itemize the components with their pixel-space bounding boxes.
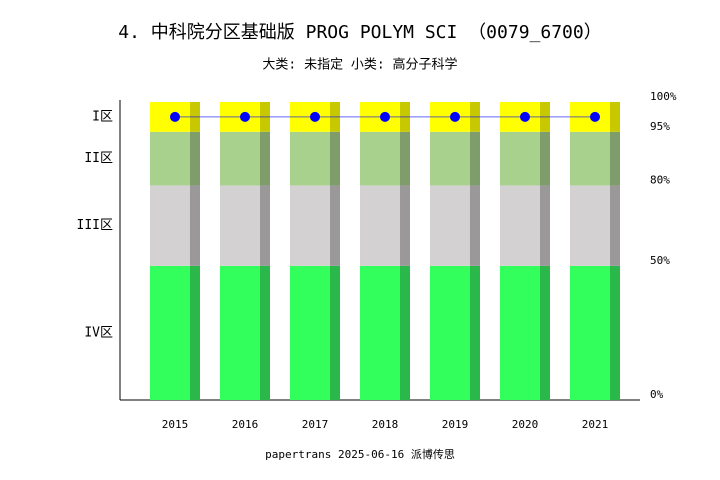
x-tick-label: 2020 (512, 418, 539, 431)
series-dot (170, 111, 180, 122)
zone-segment (430, 185, 470, 266)
zone-segment (290, 131, 330, 186)
zone-segment (150, 131, 190, 186)
zone-segment (150, 185, 190, 266)
zone-segment-shade (470, 185, 480, 266)
y-tick-label: 50% (650, 254, 670, 267)
series-dot (520, 111, 530, 122)
zone-segment (360, 131, 400, 186)
series-dot (590, 111, 600, 122)
x-tick-label: 2021 (582, 418, 609, 431)
zone-segment (570, 131, 610, 186)
zone-segment (430, 131, 470, 186)
y-tick-label: 80% (650, 173, 670, 186)
zone-segment (220, 131, 260, 186)
x-tick-label: 2019 (442, 418, 469, 431)
zone-segment-shade (400, 185, 410, 266)
zone-segment-shade (610, 265, 620, 400)
zone-segment-shade (260, 265, 270, 400)
series-dot (380, 111, 390, 122)
y-tick-label: 0% (650, 388, 664, 401)
zone-segment-shade (190, 185, 200, 266)
zone-segment-shade (190, 131, 200, 186)
zone-segment (150, 265, 190, 400)
zone-segment-shade (330, 265, 340, 400)
zone-label: II区 (84, 151, 113, 166)
x-tick-label: 2015 (162, 418, 189, 431)
x-tick-label: 2016 (232, 418, 259, 431)
zone-label: I区 (92, 109, 113, 124)
zone-segment-shade (330, 131, 340, 186)
zone-segment-shade (540, 265, 550, 400)
zone-segment (500, 265, 540, 400)
zone-segment (360, 265, 400, 400)
zone-segment (290, 265, 330, 400)
zone-segment-shade (190, 265, 200, 400)
zone-segment (500, 185, 540, 266)
zone-segment (570, 265, 610, 400)
zone-label: III区 (77, 218, 113, 233)
x-tick-label: 2017 (302, 418, 329, 431)
zone-segment-shade (540, 185, 550, 266)
zone-segment-shade (330, 185, 340, 266)
chart-subtitle: 大类: 未指定 小类: 高分子科学 (262, 57, 457, 73)
zone-segment-shade (260, 185, 270, 266)
y-tick-label: 95% (650, 120, 670, 133)
footer: papertrans 2025-06-16 派博传思 (265, 448, 455, 461)
zone-segment-shade (400, 265, 410, 400)
y-tick-label: 100% (650, 90, 677, 103)
zone-segment-shade (610, 185, 620, 266)
series-dot (310, 111, 320, 122)
zone-segment (220, 185, 260, 266)
zone-segment (290, 185, 330, 266)
zone-label: IV区 (84, 325, 113, 340)
zone-segment (500, 131, 540, 186)
zone-segment (220, 265, 260, 400)
zone-segment (360, 185, 400, 266)
zone-segment-shade (400, 131, 410, 186)
chart-title: 4. 中科院分区基础版 PROG POLYM SCI （0079_6700） (118, 22, 601, 43)
zone-segment-shade (610, 131, 620, 186)
zone-segment-shade (470, 265, 480, 400)
series-dot (450, 111, 460, 122)
zone-segment-shade (540, 131, 550, 186)
zone-segment-shade (260, 131, 270, 186)
zone-segment-shade (610, 102, 620, 132)
zone-segment (430, 265, 470, 400)
x-tick-label: 2018 (372, 418, 399, 431)
zone-segment-shade (470, 131, 480, 186)
series-dot (240, 111, 250, 122)
zone-segment (570, 185, 610, 266)
